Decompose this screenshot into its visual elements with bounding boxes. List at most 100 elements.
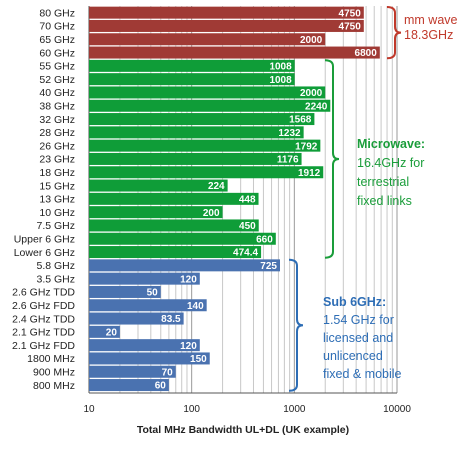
value-label: 60 [155, 381, 167, 392]
group-annotation-line: terrestrial [357, 175, 409, 189]
value-labels: 4750 4750 2000 6800 1008 1008 2000 2240 1568 1232… [106, 8, 377, 391]
x-tick-label: 10 [83, 404, 95, 415]
category-label: 13 GHz [39, 194, 75, 206]
bar [89, 299, 207, 312]
value-label: 450 [239, 221, 256, 232]
value-label: 660 [256, 234, 273, 245]
value-label: 2000 [300, 35, 323, 46]
bar [89, 46, 380, 59]
bar [89, 73, 295, 86]
group-brace [288, 258, 304, 392]
category-label: 900 MHz [33, 366, 75, 378]
value-label: 1568 [289, 115, 312, 126]
value-label: 725 [260, 261, 277, 272]
category-label: Lower 6 GHz [14, 247, 75, 259]
category-label: Upper 6 GHz [14, 233, 75, 245]
category-label: 28 GHz [39, 127, 75, 139]
group-annotation-line: Microwave: [357, 137, 425, 151]
group-annotation-line: fixed & mobile [323, 367, 402, 381]
category-label: 800 MHz [33, 380, 75, 392]
category-label: 2.1 GHz FDD [12, 340, 75, 352]
category-label: 15 GHz [39, 180, 75, 192]
category-label: 2.6 GHz FDD [12, 300, 75, 312]
bar [89, 59, 295, 72]
bar [89, 126, 304, 139]
bar [89, 166, 324, 179]
category-label: 65 GHz [39, 34, 75, 46]
value-label: 4750 [339, 8, 362, 19]
bar [89, 232, 276, 245]
value-label: 6800 [355, 48, 378, 59]
x-tick-labels: 10 100 1000 10000 [83, 404, 411, 415]
value-label: 140 [187, 301, 204, 312]
category-label: 7.5 GHz [36, 220, 75, 232]
group-annotation-line: licensed and [323, 331, 393, 345]
value-label: 150 [190, 354, 207, 365]
group-annotation-line: 16.4GHz for [357, 156, 424, 170]
group-annotation-line: mm wave [404, 13, 458, 27]
group-brace [324, 59, 340, 259]
bar [89, 6, 364, 19]
value-label: 70 [162, 367, 174, 378]
value-label: 120 [180, 274, 197, 285]
value-label: 1792 [295, 141, 318, 152]
bar [89, 99, 331, 112]
category-label: 32 GHz [39, 114, 75, 126]
bar [89, 139, 321, 152]
category-label: 2.4 GHz TDD [12, 313, 75, 325]
category-label: 2.6 GHz TDD [12, 287, 75, 299]
bar [89, 246, 262, 259]
category-label: 60 GHz [39, 47, 75, 59]
bar [89, 365, 176, 378]
bar [89, 192, 259, 205]
category-label: 52 GHz [39, 74, 75, 86]
group-annotation-line: unlicenced [323, 349, 383, 363]
category-label: 80 GHz [39, 7, 75, 19]
category-label: 18 GHz [39, 167, 75, 179]
value-label: 1232 [278, 128, 301, 139]
category-label: 23 GHz [39, 154, 75, 166]
value-label: 120 [180, 341, 197, 352]
category-label: 38 GHz [39, 100, 75, 112]
bar [89, 113, 315, 126]
group-brace [386, 6, 402, 60]
value-label: 1008 [269, 75, 292, 86]
category-label: 5.8 GHz [36, 260, 75, 272]
bar [89, 179, 228, 192]
group-annotation-line: Sub 6GHz: [323, 295, 386, 309]
x-tick-label: 10000 [383, 404, 411, 415]
bar [89, 86, 326, 99]
x-axis-label: Total MHz Bandwidth UL+DL (UK example) [137, 424, 349, 436]
value-label: 1176 [277, 155, 299, 166]
value-label: 50 [147, 288, 159, 299]
group-annotation-line: fixed links [357, 194, 412, 208]
value-label: 2240 [305, 101, 328, 112]
category-label: 70 GHz [39, 21, 75, 33]
bar [89, 285, 161, 298]
bars [89, 6, 380, 392]
bar [89, 33, 326, 46]
category-label: 26 GHz [39, 140, 75, 152]
group-annotation-line: 18.3GHz [404, 28, 453, 42]
value-label: 200 [203, 208, 220, 219]
category-label: 55 GHz [39, 61, 75, 73]
x-tick-label: 1000 [283, 404, 306, 415]
bar [89, 272, 200, 285]
group-annotation-line: 1.54 GHz for [323, 313, 394, 327]
category-label: 40 GHz [39, 87, 75, 99]
bar [89, 152, 302, 165]
bar [89, 325, 120, 338]
bar [89, 379, 169, 392]
bar [89, 259, 280, 272]
value-label: 1008 [269, 61, 292, 72]
category-label: 3.5 GHz [36, 273, 75, 285]
category-label: 1800 MHz [27, 353, 75, 365]
value-label: 2000 [300, 88, 323, 99]
value-label: 224 [208, 181, 225, 192]
bar [89, 219, 259, 232]
value-label: 83.5 [161, 314, 181, 325]
bar [89, 312, 184, 325]
